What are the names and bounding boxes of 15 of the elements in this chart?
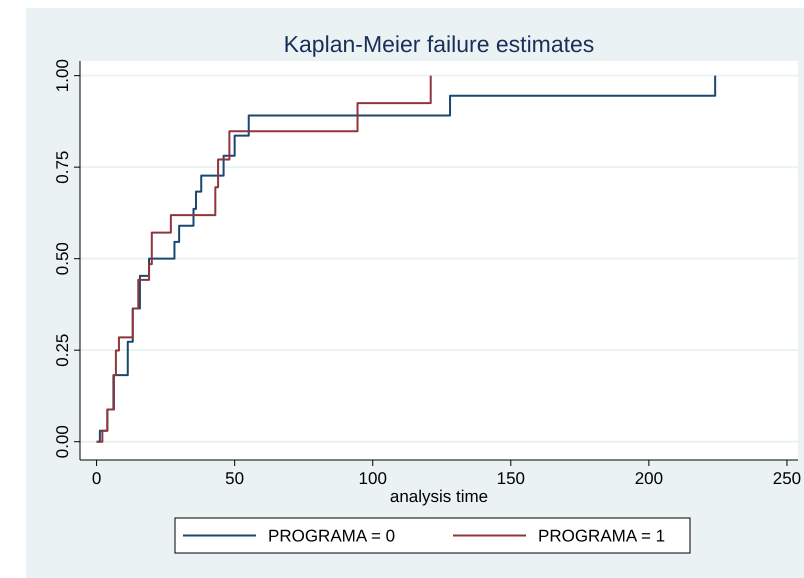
x-axis-title: analysis time <box>390 487 488 506</box>
x-tick-label: 50 <box>225 469 244 488</box>
y-tick-label: 0.50 <box>53 242 72 276</box>
y-tick-label: 1.00 <box>53 59 72 92</box>
y-tick-label: 0.00 <box>53 425 72 458</box>
x-tick-label: 0 <box>92 469 102 488</box>
x-tick-label: 100 <box>358 469 387 488</box>
legend-label: PROGRAMA = 1 <box>538 526 666 546</box>
x-tick-label: 250 <box>772 469 802 488</box>
legend-label: PROGRAMA = 0 <box>268 526 396 546</box>
x-tick-label: 150 <box>496 469 525 488</box>
x-tick-label: 200 <box>634 469 664 488</box>
y-tick-label: 0.75 <box>53 150 72 184</box>
y-tick-label: 0.25 <box>53 334 72 367</box>
chart-title: Kaplan-Meier failure estimates <box>284 31 594 57</box>
